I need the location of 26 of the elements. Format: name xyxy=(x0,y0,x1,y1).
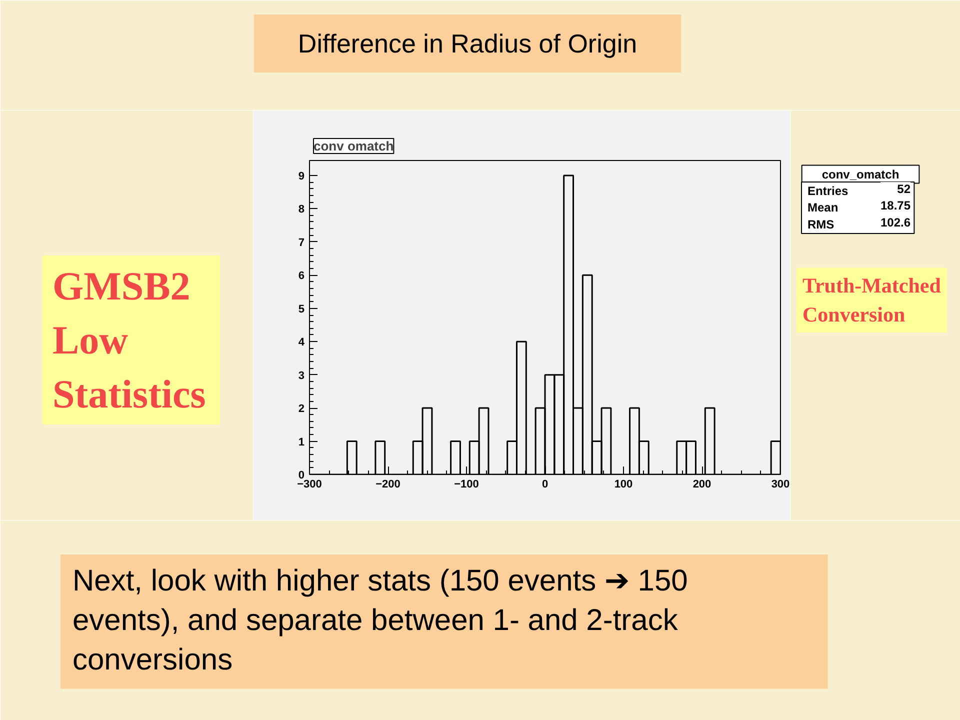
x-tick-label: −200 xyxy=(376,478,400,490)
x-tick-label: 200 xyxy=(692,478,712,490)
chart-subtitle: conv omatch xyxy=(314,138,394,154)
text: Next, look with higher stats (150 events ➔ 150 events), and separate between 1- and 2-track conversions xyxy=(72,564,688,677)
x-tick-label: 100 xyxy=(614,478,633,490)
y-tick-label: 8 xyxy=(298,204,305,216)
text: Entries 52 xyxy=(808,182,911,198)
x-tick-label: 0 xyxy=(542,478,548,490)
text: Truth-Matched Conversion xyxy=(802,274,942,327)
y-tick-label: 0 xyxy=(298,470,305,482)
y-tick-label: 3 xyxy=(298,370,305,382)
y-tick-label: 2 xyxy=(298,403,305,416)
text: conv_omatch xyxy=(822,167,900,182)
text: GMSB2 Low Statistics xyxy=(52,263,206,416)
text: Mean 18.75 xyxy=(808,198,910,215)
y-tick-label: 5 xyxy=(298,303,305,316)
x-tick-label: 300 xyxy=(771,478,790,490)
x-tick-label: −100 xyxy=(454,478,479,490)
chart-title: Difference in Radius of Origin xyxy=(298,28,638,58)
y-tick-label: 6 xyxy=(298,270,305,282)
y-tick-label: 1 xyxy=(298,436,305,448)
text: RMS 102.6 xyxy=(808,216,910,232)
y-tick-label: 9 xyxy=(298,170,305,182)
y-tick-label: 7 xyxy=(298,236,305,249)
y-tick-label: 4 xyxy=(298,336,306,349)
x-tick-label: −300 xyxy=(297,478,322,490)
